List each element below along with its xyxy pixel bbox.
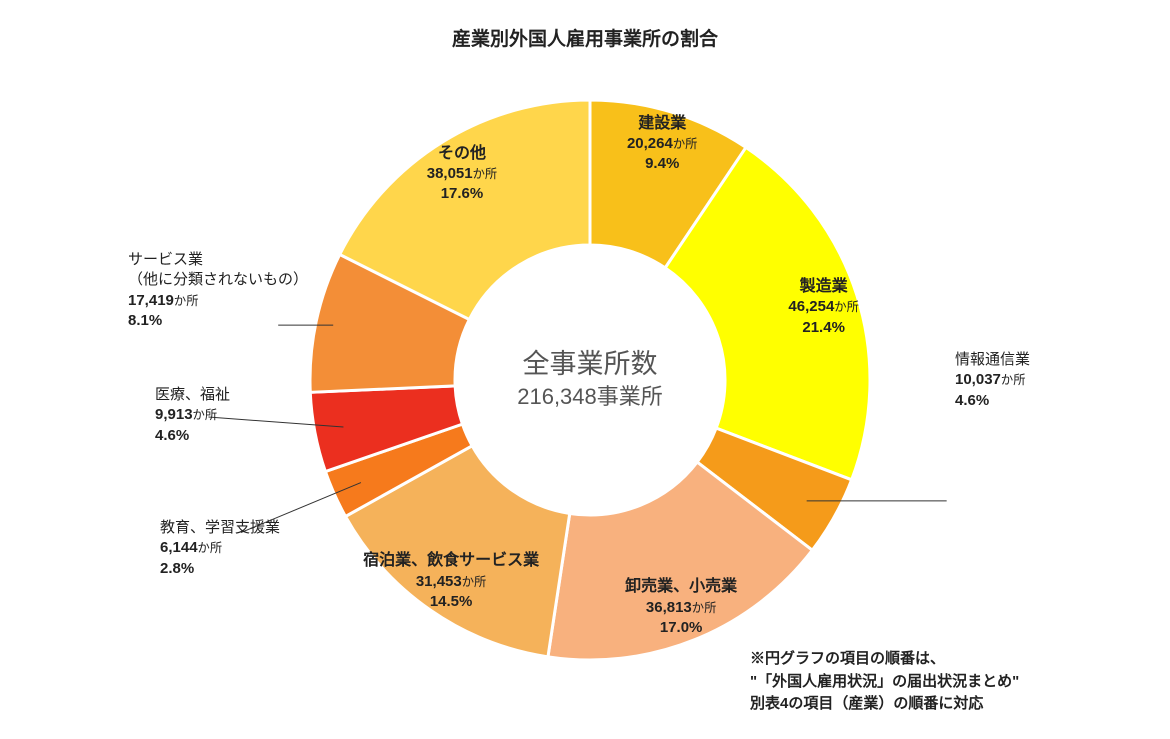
slice-count: 46,254か所 bbox=[704, 297, 944, 317]
slice-pct: 4.6% bbox=[955, 391, 1030, 411]
slice-pct: 21.4% bbox=[704, 318, 944, 338]
footnote: ※円グラフの項目の順番は、"「外国人雇用状況」の届出状況まとめ"別表4の項目（産… bbox=[750, 648, 1019, 716]
slice-name: サービス業 bbox=[128, 250, 308, 270]
slice-count: 17,419か所 bbox=[128, 291, 308, 311]
slice-count: 38,051か所 bbox=[342, 164, 582, 184]
footnote-line-1: "「外国人雇用状況」の届出状況まとめ" bbox=[750, 671, 1019, 694]
slice-count: 10,037か所 bbox=[955, 370, 1030, 390]
center-line2: 216,348事業所 bbox=[455, 382, 725, 412]
callout-label-ict: 情報通信業10,037か所4.6% bbox=[955, 350, 1030, 411]
slice-pct: 4.6% bbox=[155, 426, 230, 446]
slice-pct: 17.6% bbox=[342, 184, 582, 204]
center-label: 全事業所数 216,348事業所 bbox=[455, 346, 725, 412]
slice-pct: 17.0% bbox=[561, 618, 801, 638]
slice-name: 卸売業、小売業 bbox=[561, 576, 801, 598]
slice-count: 36,813か所 bbox=[561, 598, 801, 618]
slice-label-manufacturing: 製造業46,254か所21.4% bbox=[704, 276, 944, 338]
slice-name: 製造業 bbox=[704, 276, 944, 298]
slice-name: 情報通信業 bbox=[955, 350, 1030, 370]
chart-stage: { "chart": { "type": "donut", "title": "… bbox=[0, 0, 1170, 739]
footnote-line-2: 別表4の項目（産業）の順番に対応 bbox=[750, 693, 1019, 716]
callout-label-medical_welfare: 医療、福祉9,913か所4.6% bbox=[155, 385, 230, 446]
slice-name: 教育、学習支援業 bbox=[160, 518, 280, 538]
callout-label-education: 教育、学習支援業6,144か所2.8% bbox=[160, 518, 280, 579]
slice-name: 医療、福祉 bbox=[155, 385, 230, 405]
slice-count: 6,144か所 bbox=[160, 538, 280, 558]
slice-name: その他 bbox=[342, 143, 582, 165]
slice-name: （他に分類されないもの） bbox=[128, 270, 308, 290]
center-line1: 全事業所数 bbox=[455, 346, 725, 382]
footnote-line-0: ※円グラフの項目の順番は、 bbox=[750, 648, 1019, 671]
slice-pct: 8.1% bbox=[128, 311, 308, 331]
slice-label-other: その他38,051か所17.6% bbox=[342, 143, 582, 205]
slice-pct: 2.8% bbox=[160, 559, 280, 579]
slice-count: 9,913か所 bbox=[155, 405, 230, 425]
slice-pct: 14.5% bbox=[331, 592, 571, 612]
slice-name: 宿泊業、飲食サービス業 bbox=[331, 550, 571, 572]
slice-count: 31,453か所 bbox=[331, 572, 571, 592]
slice-label-lodging_food: 宿泊業、飲食サービス業31,453か所14.5% bbox=[331, 550, 571, 612]
slice-label-wholesale_retail: 卸売業、小売業36,813か所17.0% bbox=[561, 576, 801, 638]
callout-label-services_nec: サービス業（他に分類されないもの）17,419か所8.1% bbox=[128, 250, 308, 331]
slice-name: 建設業 bbox=[542, 113, 782, 135]
